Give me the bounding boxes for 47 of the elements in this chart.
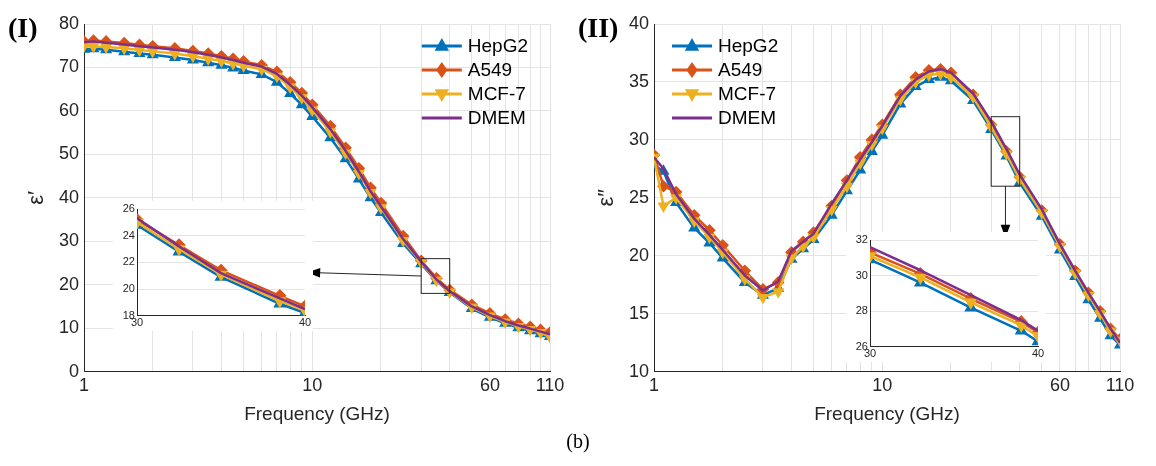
legend-label: HepG2 (718, 35, 779, 57)
x-tick-label: 60 (479, 375, 500, 396)
y-tick-label: 60 (58, 99, 79, 120)
legend-label: HepG2 (467, 35, 528, 57)
y-axis-title: ε″ (593, 188, 619, 207)
legend-label: MCF-7 (718, 83, 777, 105)
y-tick-label: 0 (68, 360, 79, 381)
y-tick-label: 40 (58, 186, 79, 207)
chart-title: (I) (8, 12, 38, 44)
y-tick-label: 28 (855, 304, 868, 317)
y-tick-label: 18 (122, 308, 135, 321)
y-tick-label: 20 (58, 273, 79, 294)
y-tick-label: 24 (122, 228, 135, 241)
y-tick-label: 26 (122, 202, 135, 215)
x-tick-label: 10 (302, 375, 323, 396)
y-tick-label: 30 (628, 128, 649, 149)
x-axis-title: Frequency (GHz) (244, 402, 390, 424)
legend-label: DMEM (718, 107, 777, 129)
legend-label: MCF-7 (467, 83, 526, 105)
y-tick-label: 22 (122, 255, 135, 268)
legend-label: A549 (467, 59, 513, 81)
y-tick-label: 26 (855, 339, 868, 352)
legend-label: A549 (718, 59, 763, 81)
y-axis-title: ε′ (23, 190, 49, 205)
y-tick-label: 35 (628, 70, 649, 91)
x-axis-title: Frequency (GHz) (814, 402, 960, 424)
y-tick-label: 50 (58, 143, 79, 164)
y-tick-label: 20 (122, 282, 135, 295)
y-tick-label: 30 (58, 230, 79, 251)
y-tick-label: 40 (628, 12, 649, 33)
x-tick-label: 110 (535, 375, 565, 396)
x-tick-label: 10 (872, 375, 893, 396)
y-tick-label: 30 (855, 268, 868, 281)
x-tick-label: 110 (1105, 375, 1135, 396)
x-tick-label: 1 (648, 375, 660, 396)
y-tick-label: 20 (628, 244, 649, 265)
y-tick-label: 70 (58, 56, 79, 77)
x-tick-label: 1 (78, 375, 90, 396)
y-tick-label: 80 (58, 12, 79, 33)
y-tick-label: 25 (628, 186, 649, 207)
chart-title: (II) (578, 12, 619, 44)
y-tick-label: 10 (628, 360, 649, 381)
y-tick-label: 32 (855, 233, 868, 246)
y-tick-label: 15 (628, 302, 649, 323)
legend-label: DMEM (467, 107, 526, 129)
text: (b) (565, 430, 591, 453)
x-tick-label: 60 (1049, 375, 1070, 396)
